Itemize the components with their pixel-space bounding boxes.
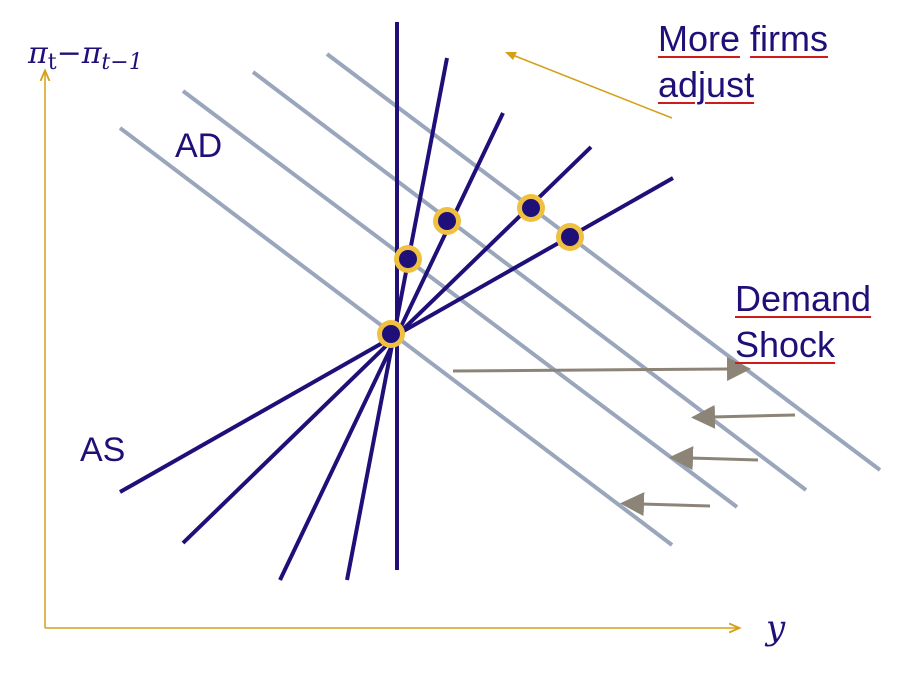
more-firms-adjust-link[interactable]: More firms adjust bbox=[658, 16, 828, 108]
demand-shock-link[interactable]: Demand Shock bbox=[735, 276, 871, 368]
equilibrium-point-origin bbox=[377, 320, 405, 348]
more-firms-pointer-head bbox=[505, 52, 517, 60]
firms-word: firms bbox=[750, 18, 829, 59]
y-axis-minus: − bbox=[56, 36, 82, 71]
equilibrium-point-4 bbox=[556, 223, 584, 251]
y-axis-sub-t-minus-1: t−1 bbox=[101, 50, 143, 75]
as-curve-steep bbox=[345, 57, 449, 581]
y-axis-pi-2: π bbox=[81, 36, 102, 71]
x-axis-label: y bbox=[766, 608, 786, 648]
demand-word: Demand bbox=[735, 278, 872, 319]
more-firms-line-1: More firms bbox=[658, 16, 828, 62]
y-axis-pi-1: π bbox=[28, 36, 48, 71]
return-arrow-3 bbox=[620, 492, 711, 517]
adjust-word: adjust bbox=[658, 64, 755, 105]
equilibrium-point-1 bbox=[394, 245, 422, 273]
ad-curve-4 bbox=[325, 52, 882, 472]
return-arrow-1 bbox=[691, 404, 796, 429]
demand-shock-line-1: Demand bbox=[735, 276, 871, 322]
equilibrium-point-2 bbox=[433, 207, 461, 235]
return-arrow-2 bbox=[669, 446, 759, 471]
more-firms-line-2: adjust bbox=[658, 62, 828, 108]
y-axis-label: πt−πt−1 bbox=[28, 36, 143, 75]
shock-arrow-right bbox=[452, 357, 751, 382]
ad-label: AD bbox=[175, 127, 223, 165]
more-firms-pointer bbox=[509, 53, 673, 119]
y-axis-sub-t: t bbox=[47, 50, 57, 75]
shock-word: Shock bbox=[735, 324, 836, 365]
demand-shock-line-2: Shock bbox=[735, 322, 871, 368]
equilibrium-point-3 bbox=[517, 194, 545, 222]
as-label: AS bbox=[80, 431, 126, 469]
more-word: More bbox=[658, 18, 741, 59]
ad-curve-3 bbox=[251, 70, 808, 492]
